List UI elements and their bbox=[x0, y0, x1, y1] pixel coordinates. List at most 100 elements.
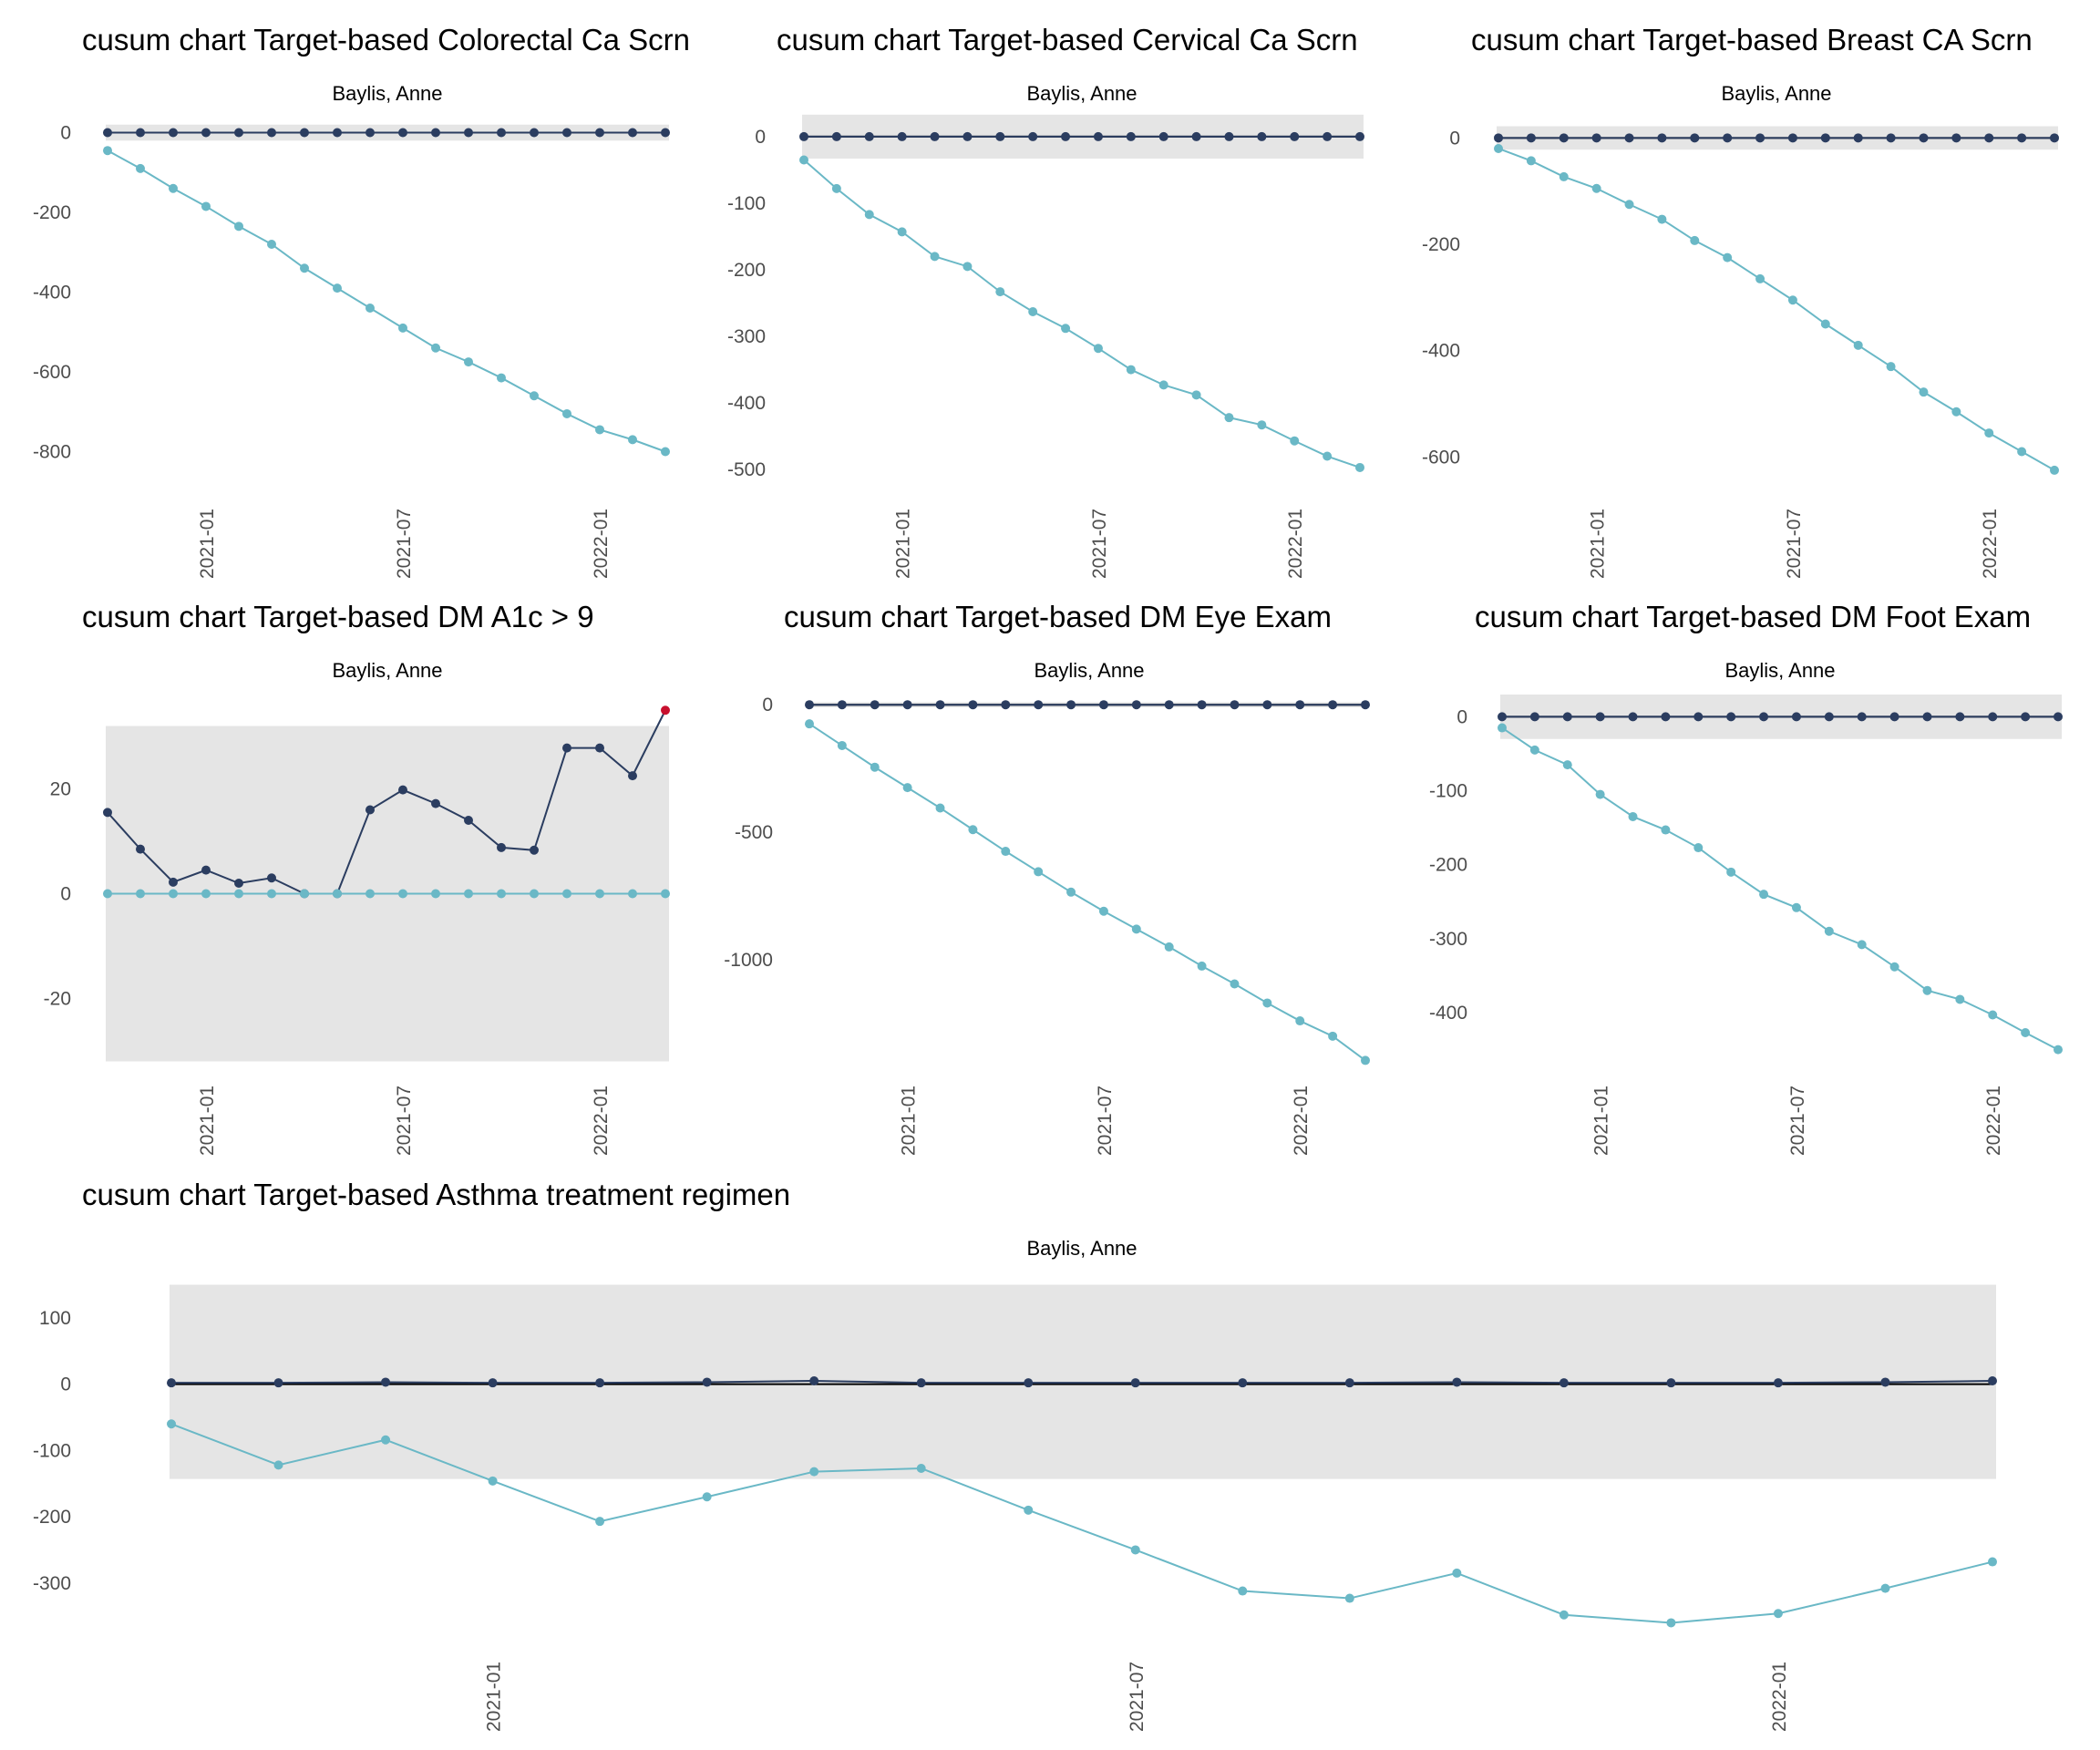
y-tick-label: -400 bbox=[1422, 341, 1460, 362]
lower-cusum-point bbox=[1759, 890, 1769, 900]
lower-cusum-point bbox=[1922, 985, 1932, 995]
lower-cusum-point bbox=[661, 889, 670, 899]
lower-cusum-point bbox=[464, 357, 473, 367]
upper-cusum-point bbox=[1158, 131, 1168, 141]
upper-cusum-point bbox=[1690, 133, 1700, 143]
upper-cusum-point bbox=[136, 844, 145, 854]
lower-cusum-point bbox=[1755, 273, 1765, 283]
lower-cusum-point bbox=[1098, 906, 1108, 916]
lower-cusum-point bbox=[1028, 307, 1038, 317]
upper-cusum-point bbox=[136, 128, 145, 138]
lower-cusum-point bbox=[1323, 451, 1333, 461]
lower-cusum-point bbox=[1657, 214, 1667, 224]
x-tick-label: 2022-01 bbox=[591, 509, 612, 579]
y-tick-label: 0 bbox=[755, 127, 766, 148]
lower-cusum-point bbox=[1224, 413, 1234, 423]
upper-cusum-point bbox=[1922, 712, 1932, 722]
lower-cusum-point bbox=[595, 889, 604, 899]
lower-cusum-point bbox=[870, 762, 880, 772]
upper-cusum-point bbox=[1197, 700, 1207, 710]
lower-cusum-point bbox=[267, 240, 276, 249]
cusum-panel: cusum chart Target-based Asthma treatmen… bbox=[33, 1178, 1997, 1732]
lower-cusum-point bbox=[916, 1464, 926, 1473]
upper-cusum-point bbox=[201, 128, 211, 138]
upper-cusum-point bbox=[1955, 712, 1965, 722]
upper-cusum-point bbox=[398, 785, 407, 795]
lower-cusum-point bbox=[530, 889, 539, 899]
upper-cusum-point bbox=[169, 128, 178, 138]
lower-cusum-point bbox=[2050, 465, 2059, 475]
lower-cusum-line bbox=[1498, 148, 2055, 471]
upper-cusum-point bbox=[809, 1376, 819, 1385]
lower-cusum-point bbox=[167, 1419, 176, 1429]
y-tick-label: -100 bbox=[33, 1440, 71, 1461]
upper-cusum-point bbox=[1988, 712, 1998, 722]
lower-cusum-point bbox=[1290, 436, 1300, 446]
lower-cusum-point bbox=[1061, 324, 1071, 334]
lower-cusum-point bbox=[831, 183, 841, 193]
y-tick-label: 0 bbox=[60, 1374, 71, 1395]
y-tick-label: -300 bbox=[33, 1573, 71, 1594]
lower-cusum-point bbox=[1787, 295, 1797, 305]
upper-cusum-point bbox=[935, 700, 945, 710]
upper-cusum-point bbox=[1773, 1378, 1783, 1388]
x-tick-label: 2021-07 bbox=[1127, 1662, 1148, 1732]
lower-cusum-point bbox=[1230, 979, 1240, 989]
lower-cusum-point bbox=[136, 163, 145, 173]
upper-cusum-point bbox=[1559, 133, 1569, 143]
lower-cusum-point bbox=[1562, 760, 1572, 770]
upper-cusum-point bbox=[1290, 131, 1300, 141]
lower-cusum-point bbox=[935, 803, 945, 813]
upper-cusum-point bbox=[837, 700, 847, 710]
upper-cusum-point bbox=[1657, 133, 1667, 143]
upper-cusum-point bbox=[968, 700, 978, 710]
lower-cusum-point bbox=[1853, 340, 1863, 350]
upper-cusum-point bbox=[1723, 133, 1733, 143]
upper-cusum-point bbox=[398, 128, 407, 138]
upper-cusum-point bbox=[2050, 133, 2059, 143]
lower-cusum-point bbox=[398, 323, 407, 333]
lower-cusum-point bbox=[234, 889, 243, 899]
lower-cusum-point bbox=[1344, 1593, 1354, 1603]
upper-cusum-point bbox=[897, 131, 907, 141]
x-tick-label: 2022-01 bbox=[1980, 509, 2001, 579]
upper-cusum-point bbox=[831, 131, 841, 141]
upper-cusum-point bbox=[431, 798, 440, 808]
upper-cusum-point bbox=[1787, 133, 1797, 143]
lower-cusum-point bbox=[365, 889, 375, 899]
upper-cusum-point bbox=[1262, 700, 1272, 710]
lower-cusum-point bbox=[1666, 1618, 1676, 1628]
y-tick-label: 100 bbox=[39, 1308, 71, 1329]
upper-cusum-point bbox=[1595, 712, 1605, 722]
lower-cusum-point bbox=[1262, 998, 1272, 1008]
lower-cusum-point bbox=[702, 1492, 712, 1502]
lower-cusum-point bbox=[1886, 362, 1896, 372]
lower-cusum-point bbox=[805, 719, 814, 729]
chart-subtitle: Baylis, Anne bbox=[1026, 1237, 1137, 1260]
upper-cusum-point bbox=[1529, 712, 1539, 722]
upper-cusum-point bbox=[234, 879, 243, 888]
y-tick-label: -600 bbox=[33, 362, 71, 383]
upper-cusum-point bbox=[1001, 700, 1011, 710]
upper-cusum-point bbox=[1066, 700, 1076, 710]
lower-cusum-line bbox=[1501, 726, 2059, 1051]
upper-cusum-point bbox=[1355, 131, 1364, 141]
upper-cusum-point bbox=[1344, 1378, 1354, 1388]
y-tick-label: 0 bbox=[762, 695, 773, 715]
upper-cusum-point bbox=[1951, 133, 1961, 143]
upper-cusum-point bbox=[103, 128, 112, 138]
lower-cusum-point bbox=[595, 1517, 605, 1527]
lower-cusum-point bbox=[628, 435, 637, 445]
lower-cusum-line bbox=[107, 149, 666, 453]
y-tick-label: -500 bbox=[735, 822, 773, 843]
lower-cusum-point bbox=[1001, 847, 1011, 857]
lower-cusum-point bbox=[1526, 156, 1536, 166]
lower-cusum-point bbox=[2054, 1045, 2063, 1055]
upper-cusum-point bbox=[1028, 131, 1038, 141]
lower-cusum-point bbox=[1361, 1055, 1370, 1065]
upper-cusum-point bbox=[2021, 712, 2031, 722]
upper-cusum-point bbox=[962, 131, 973, 141]
lower-cusum-point bbox=[381, 1435, 391, 1445]
lower-cusum-point bbox=[1452, 1568, 1462, 1578]
upper-cusum-point bbox=[1919, 133, 1929, 143]
